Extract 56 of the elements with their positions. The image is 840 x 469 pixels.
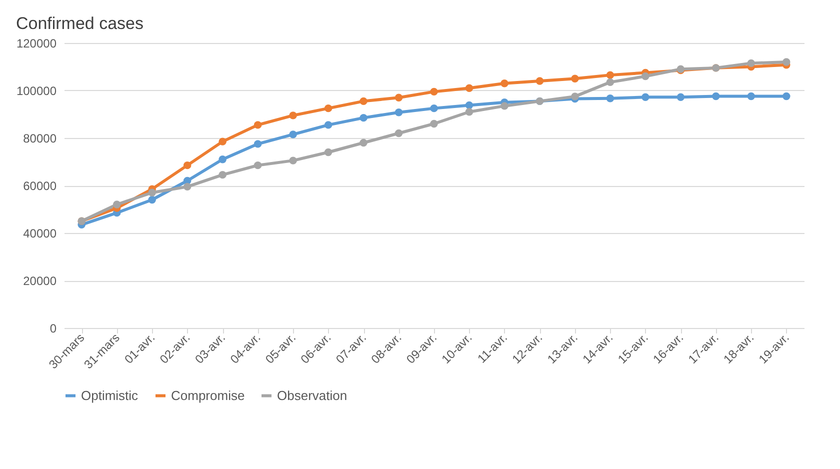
point bbox=[289, 130, 297, 138]
point bbox=[642, 72, 650, 80]
y-tick-label: 100000 bbox=[16, 84, 57, 98]
point bbox=[606, 78, 614, 86]
point bbox=[394, 94, 403, 102]
point bbox=[218, 138, 226, 146]
y-tick-label: 20000 bbox=[23, 274, 57, 288]
point bbox=[571, 74, 579, 82]
point bbox=[500, 102, 508, 110]
point bbox=[360, 97, 368, 106]
y-tick-label: 0 bbox=[50, 322, 57, 336]
point bbox=[254, 161, 262, 170]
point bbox=[360, 114, 368, 122]
y-tick-label: 120000 bbox=[16, 36, 57, 50]
point bbox=[606, 94, 614, 102]
y-tick-label: 40000 bbox=[23, 226, 57, 240]
point bbox=[712, 92, 720, 100]
point bbox=[782, 92, 790, 100]
point bbox=[465, 108, 474, 116]
point bbox=[536, 77, 544, 85]
point bbox=[218, 156, 226, 164]
point bbox=[183, 161, 192, 170]
y-tick-label: 80000 bbox=[23, 132, 57, 146]
point bbox=[324, 148, 332, 156]
point bbox=[324, 104, 332, 112]
point bbox=[289, 112, 297, 120]
point bbox=[218, 170, 226, 179]
legend-label: Optimistic bbox=[81, 388, 139, 403]
point bbox=[148, 188, 156, 196]
point bbox=[254, 121, 262, 129]
point bbox=[430, 104, 438, 112]
legend-label: Observation bbox=[277, 388, 348, 403]
point bbox=[430, 120, 438, 128]
point bbox=[289, 156, 297, 164]
point bbox=[430, 88, 438, 96]
point bbox=[571, 92, 579, 100]
point bbox=[394, 108, 403, 116]
point bbox=[782, 58, 790, 66]
point bbox=[360, 138, 368, 147]
point bbox=[747, 92, 756, 100]
point bbox=[183, 182, 192, 191]
point bbox=[676, 93, 685, 102]
chart-title: Confirmed cases bbox=[16, 14, 144, 33]
point bbox=[642, 93, 650, 102]
point bbox=[606, 71, 614, 79]
point bbox=[148, 196, 156, 204]
point bbox=[254, 140, 262, 148]
legend-label: Compromise bbox=[171, 388, 245, 403]
point bbox=[500, 80, 508, 88]
point bbox=[747, 59, 756, 68]
point bbox=[324, 121, 332, 129]
point bbox=[112, 200, 121, 208]
point bbox=[465, 101, 474, 110]
point bbox=[465, 84, 474, 92]
point bbox=[394, 129, 403, 138]
y-tick-label: 60000 bbox=[23, 179, 57, 193]
